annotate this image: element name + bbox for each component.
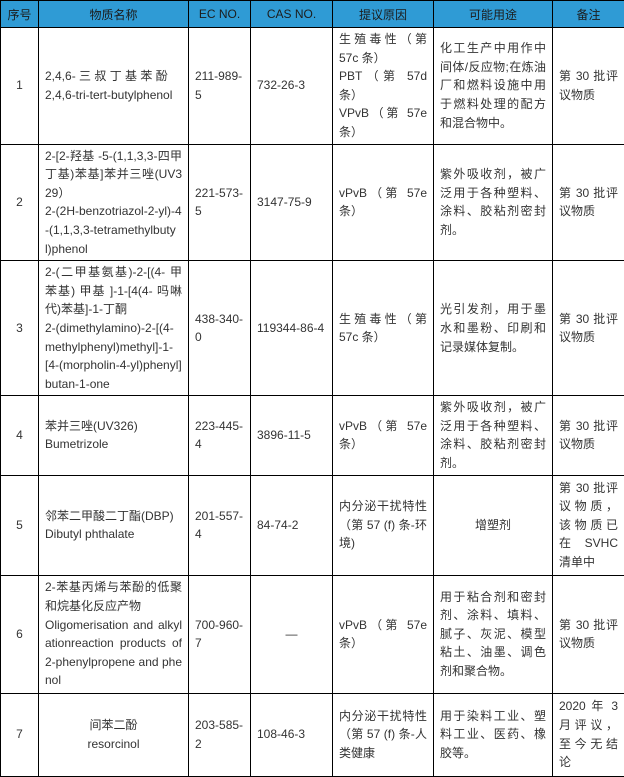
header-possible-use: 可能用途 [434, 1, 553, 28]
cell-substance-name: 邻苯二甲酸二丁酯(DBP) Dibutyl phthalate [39, 475, 189, 575]
cell-cas-no: 3896-11-5 [251, 396, 333, 475]
cell-substance-name: 2-[2-羟基 -5-(1,1,3,3-四甲丁基)苯基]苯并三唑(UV329） … [39, 144, 189, 261]
cell-proposal-reason: vPvB（第 57e 条） [333, 575, 434, 693]
cell-proposal-reason: 内分泌干扰特性（第 57 (f) 条-人类健康 [333, 693, 434, 776]
header-ec-no: EC NO. [189, 1, 251, 28]
cell-remark: 第 30 批评议物质 [553, 261, 624, 396]
cell-possible-use: 用于染料工业、塑料工业、医药、橡胶等。 [434, 693, 553, 776]
cell-remark: 第 30 批评议物质，该物质已在 SVHC 清单中 [553, 475, 624, 575]
cell-cas-no: — [251, 575, 333, 693]
table-row: 5 邻苯二甲酸二丁酯(DBP) Dibutyl phthalate 201-55… [1, 475, 624, 575]
cell-ec-no: 700-960-7 [189, 575, 251, 693]
cell-possible-use: 紫外吸收剂，被广泛用于各种塑料、涂料、胶粘剂密封剂。 [434, 144, 553, 261]
cell-index: 2 [1, 144, 39, 261]
cell-index: 6 [1, 575, 39, 693]
cell-substance-name: 2-苯基丙烯与苯酚的低聚和烷基化反应产物 Oligomerisation and… [39, 575, 189, 693]
cell-possible-use: 用于粘合剂和密封剂、涂料、填料、腻子、灰泥、模型粘土、油墨、调色剂和聚合物。 [434, 575, 553, 693]
table-row: 1 2,4,6- 三 叔 丁 基 苯 酚 2,4,6-tri-tert-buty… [1, 28, 624, 145]
cell-index: 7 [1, 693, 39, 776]
cell-index: 5 [1, 475, 39, 575]
cell-substance-name: 间苯二酚 resorcinol [39, 693, 189, 776]
header-row: 序号 物质名称 EC NO. CAS NO. 提议原因 可能用途 备注 [1, 1, 624, 28]
cell-cas-no: 108-46-3 [251, 693, 333, 776]
cell-possible-use: 化工生产中用作中间体/反应物;在炼油厂和燃料设施中用于燃料处理的配方和混合物中。 [434, 28, 553, 145]
header-index: 序号 [1, 1, 39, 28]
cell-possible-use: 紫外吸收剂，被广泛用于各种塑料、涂料、胶粘剂密封剂。 [434, 396, 553, 475]
table-row: 7 间苯二酚 resorcinol 203-585-2 108-46-3 内分泌… [1, 693, 624, 776]
cell-ec-no: 211-989-5 [189, 28, 251, 145]
table-row: 3 2-(二甲基氨基)-2-[(4- 甲苯基) 甲基 ]-1-[4(4- 吗啉代… [1, 261, 624, 396]
header-proposal-reason: 提议原因 [333, 1, 434, 28]
cell-proposal-reason: 生殖毒性（第 57c 条） PBT（第 57d 条） VPvB（第 57e 条） [333, 28, 434, 145]
cell-index: 3 [1, 261, 39, 396]
cell-proposal-reason: vPvB（第 57e 条） [333, 396, 434, 475]
cell-substance-name: 2-(二甲基氨基)-2-[(4- 甲苯基) 甲基 ]-1-[4(4- 吗啉代)苯… [39, 261, 189, 396]
cell-proposal-reason: 内分泌干扰特性（第 57 (f) 条-环境) [333, 475, 434, 575]
cell-remark: 第 30 批评议物质 [553, 28, 624, 145]
cell-ec-no: 221-573-5 [189, 144, 251, 261]
cell-ec-no: 201-557-4 [189, 475, 251, 575]
table-row: 2 2-[2-羟基 -5-(1,1,3,3-四甲丁基)苯基]苯并三唑(UV329… [1, 144, 624, 261]
header-substance-name: 物质名称 [39, 1, 189, 28]
cell-substance-name: 苯并三唑(UV326) Bumetrizole [39, 396, 189, 475]
table-row: 6 2-苯基丙烯与苯酚的低聚和烷基化反应产物 Oligomerisation a… [1, 575, 624, 693]
header-remark: 备注 [553, 1, 624, 28]
cell-cas-no: 3147-75-9 [251, 144, 333, 261]
cell-cas-no: 119344-86-4 [251, 261, 333, 396]
cell-cas-no: 732-26-3 [251, 28, 333, 145]
cell-remark: 2020 年 3 月评议，至今无结论 [553, 693, 624, 776]
cell-remark: 第 30 批评议物质 [553, 144, 624, 261]
cell-substance-name: 2,4,6- 三 叔 丁 基 苯 酚 2,4,6-tri-tert-butylp… [39, 28, 189, 145]
cell-ec-no: 438-340-0 [189, 261, 251, 396]
cell-index: 4 [1, 396, 39, 475]
cell-possible-use: 光引发剂，用于墨水和墨粉、印刷和记录媒体复制。 [434, 261, 553, 396]
table-row: 4 苯并三唑(UV326) Bumetrizole 223-445-4 3896… [1, 396, 624, 475]
cell-proposal-reason: vPvB（第 57e 条） [333, 144, 434, 261]
cell-ec-no: 203-585-2 [189, 693, 251, 776]
cell-ec-no: 223-445-4 [189, 396, 251, 475]
cell-index: 1 [1, 28, 39, 145]
cell-cas-no: 84-74-2 [251, 475, 333, 575]
cell-possible-use: 增塑剂 [434, 475, 553, 575]
cell-proposal-reason: 生殖毒性（第 57c 条） [333, 261, 434, 396]
header-cas-no: CAS NO. [251, 1, 333, 28]
cell-remark: 第 30 批评议物质 [553, 575, 624, 693]
cell-remark: 第 30 批评议物质 [553, 396, 624, 475]
